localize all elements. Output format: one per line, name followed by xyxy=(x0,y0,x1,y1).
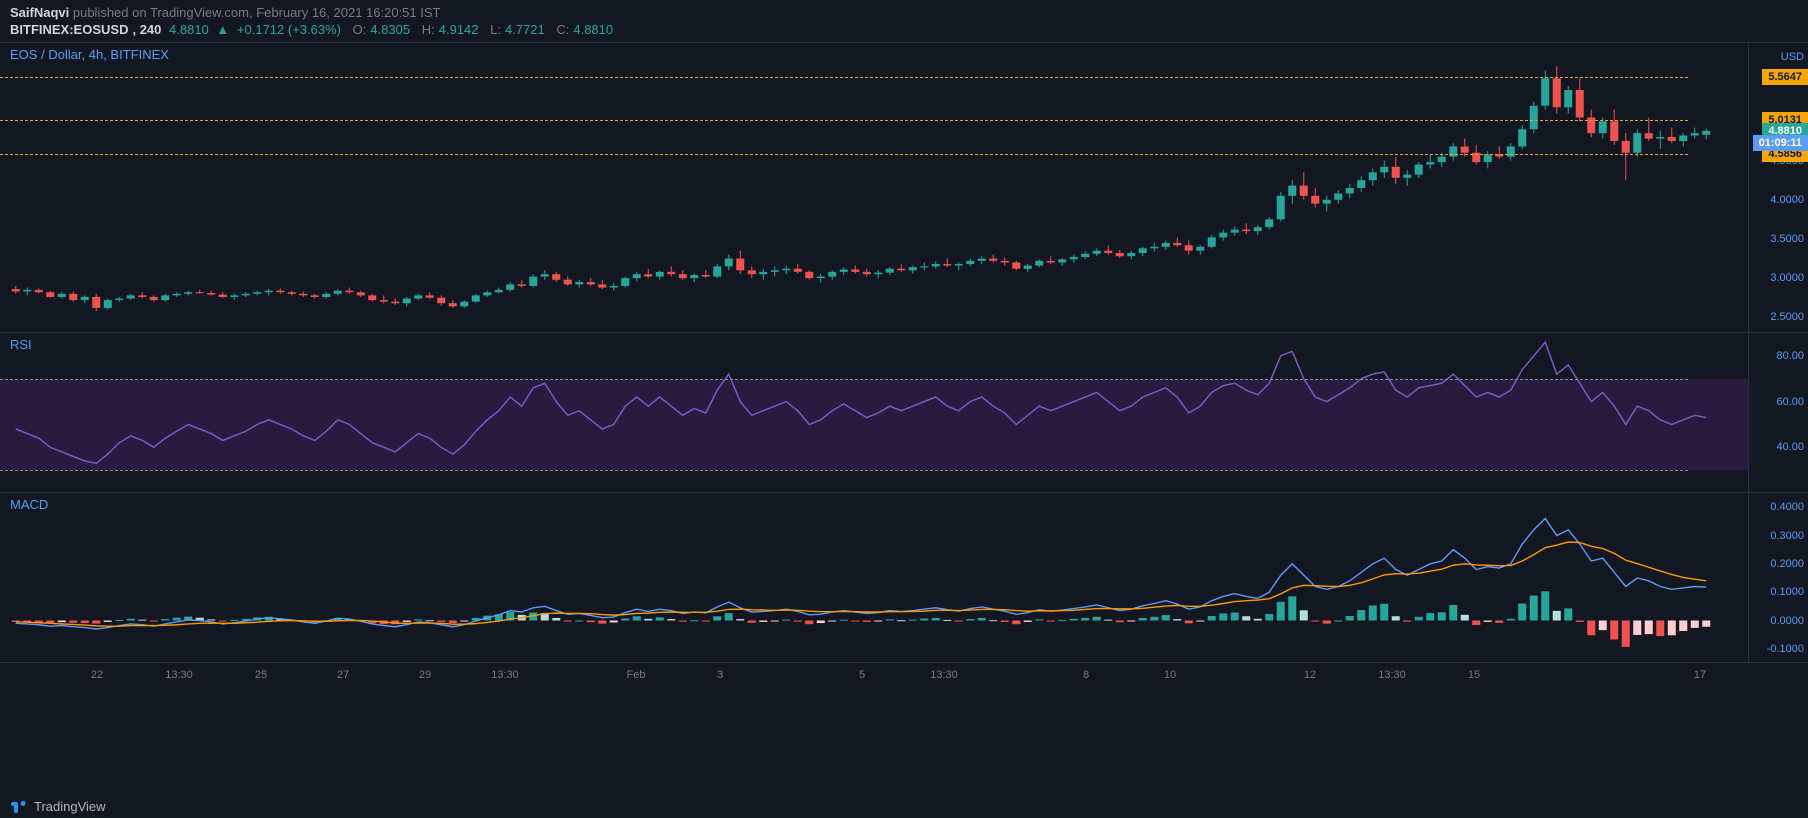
rsi-y-axis[interactable]: 80.00 60.00 40.00 xyxy=(1748,333,1808,492)
author-name: SaifNaqvi xyxy=(10,5,69,20)
x-tick-label: 12 xyxy=(1304,669,1316,681)
close-value: 4.8810 xyxy=(573,22,613,37)
horizontal-level-line xyxy=(0,154,1688,155)
x-tick-label: 13:30 xyxy=(1378,669,1406,681)
x-tick-label: 15 xyxy=(1468,669,1480,681)
y-tick-label: 0.2000 xyxy=(1770,558,1804,570)
low-value: 4.7721 xyxy=(505,22,545,37)
macd-y-axis[interactable]: 0.4000 0.3000 0.2000 0.1000 0.0000 -0.1000 xyxy=(1748,493,1808,662)
x-tick-label: 8 xyxy=(1083,669,1089,681)
x-tick-label: 27 xyxy=(337,669,349,681)
open-label: O: xyxy=(353,22,367,37)
y-tick-label: 60.00 xyxy=(1776,396,1804,408)
x-tick-label: 13:30 xyxy=(491,669,519,681)
last-price: 4.8810 xyxy=(169,22,209,37)
published-label: published on TradingView.com, xyxy=(69,5,256,20)
symbol-text: BITFINEX:EOSUSD xyxy=(10,22,128,37)
horizontal-level-line xyxy=(0,120,1688,121)
y-tick-label: 80.00 xyxy=(1776,350,1804,362)
x-tick-label: 17 xyxy=(1694,669,1706,681)
low-label: L: xyxy=(490,22,501,37)
chart-title: EOS / Dollar, 4h, BITFINEX xyxy=(10,47,169,62)
x-tick-label: Feb xyxy=(627,669,646,681)
y-tick-label: 3.5000 xyxy=(1770,233,1804,245)
price-plot-area[interactable] xyxy=(0,43,1748,332)
change-value: +0.1712 (+3.63%) xyxy=(237,22,341,37)
y-tick-label: 3.0000 xyxy=(1770,272,1804,284)
x-tick-label: 3 xyxy=(717,669,723,681)
rsi-title: RSI xyxy=(10,337,32,352)
x-tick-label: 22 xyxy=(91,669,103,681)
macd-panel[interactable]: MACD 0.4000 0.3000 0.2000 0.1000 0.0000 -0.10… xyxy=(0,492,1808,662)
tradingview-icon xyxy=(10,800,28,814)
y-tick-label: 2.5000 xyxy=(1770,311,1804,323)
y-tick-label: -0.1000 xyxy=(1767,643,1804,655)
x-tick-label: 10 xyxy=(1164,669,1176,681)
up-arrow-icon: ▲ xyxy=(216,22,229,37)
x-tick-label: 5 xyxy=(859,669,865,681)
tradingview-label: TradingView xyxy=(34,799,106,814)
horizontal-level-line xyxy=(0,77,1688,78)
countdown-tag: 01:09:11 xyxy=(1753,135,1808,151)
open-value: 4.8305 xyxy=(370,22,410,37)
level-tag: 5.5647 xyxy=(1762,69,1808,85)
rsi-plot-area[interactable] xyxy=(0,333,1748,492)
publish-date: February 16, 2021 16:20:51 IST xyxy=(256,5,440,20)
close-label: C: xyxy=(556,22,569,37)
x-tick-label: 13:30 xyxy=(165,669,193,681)
y-tick-label: 40.00 xyxy=(1776,441,1804,453)
rsi-band-line xyxy=(0,379,1688,380)
y-tick-label: 0.0000 xyxy=(1770,615,1804,627)
price-panel[interactable]: EOS / Dollar, 4h, BITFINEX USD5.50005.00… xyxy=(0,42,1808,332)
time-axis[interactable]: 22 13:30 25 27 29 13:30 Feb 3 5 13:30 8 10 12 13:30 15… xyxy=(0,662,1808,684)
x-tick-label: 25 xyxy=(255,669,267,681)
publish-header: SaifNaqvi published on TradingView.com, … xyxy=(0,0,1808,22)
macd-plot-area[interactable] xyxy=(0,493,1748,662)
price-y-axis[interactable]: USD5.50005.00004.50004.00003.50003.00002… xyxy=(1748,43,1808,332)
high-label: H: xyxy=(422,22,435,37)
y-tick-label: 0.4000 xyxy=(1770,501,1804,513)
interval-text: , 240 xyxy=(132,22,161,37)
x-tick-label: 13:30 xyxy=(930,669,958,681)
y-tick-label: 0.3000 xyxy=(1770,530,1804,542)
y-tick-label: 4.0000 xyxy=(1770,194,1804,206)
y-tick-label: 0.1000 xyxy=(1770,586,1804,598)
high-value: 4.9142 xyxy=(439,22,479,37)
macd-title: MACD xyxy=(10,497,48,512)
currency-label: USD xyxy=(1781,51,1804,63)
x-tick-label: 29 xyxy=(419,669,431,681)
ticker-line: BITFINEX:EOSUSD , 240 4.8810 ▲ +0.1712 (+… xyxy=(0,22,1808,42)
rsi-panel[interactable]: RSI 80.00 60.00 40.00 xyxy=(0,332,1808,492)
tradingview-badge[interactable]: TradingView xyxy=(10,799,106,814)
rsi-band-line xyxy=(0,470,1688,471)
